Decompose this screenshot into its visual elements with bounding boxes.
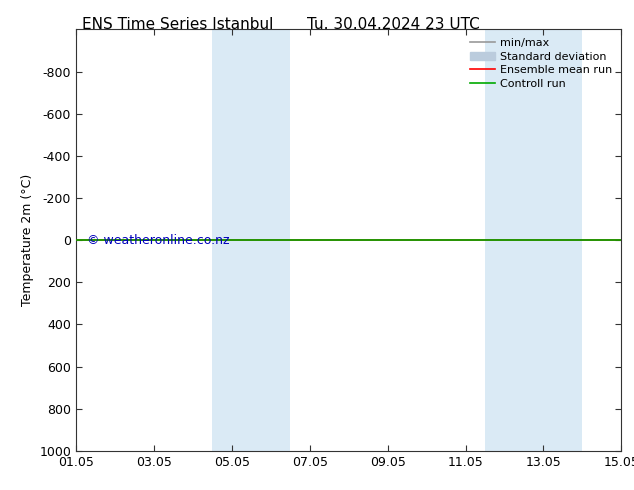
Bar xyxy=(212,29,290,451)
Y-axis label: Temperature 2m (°C): Temperature 2m (°C) xyxy=(21,174,34,306)
Text: ENS Time Series Istanbul: ENS Time Series Istanbul xyxy=(82,17,273,32)
Text: Tu. 30.04.2024 23 UTC: Tu. 30.04.2024 23 UTC xyxy=(307,17,479,32)
Bar xyxy=(485,29,583,451)
Legend: min/max, Standard deviation, Ensemble mean run, Controll run: min/max, Standard deviation, Ensemble me… xyxy=(467,35,616,92)
Text: © weatheronline.co.nz: © weatheronline.co.nz xyxy=(87,234,230,246)
